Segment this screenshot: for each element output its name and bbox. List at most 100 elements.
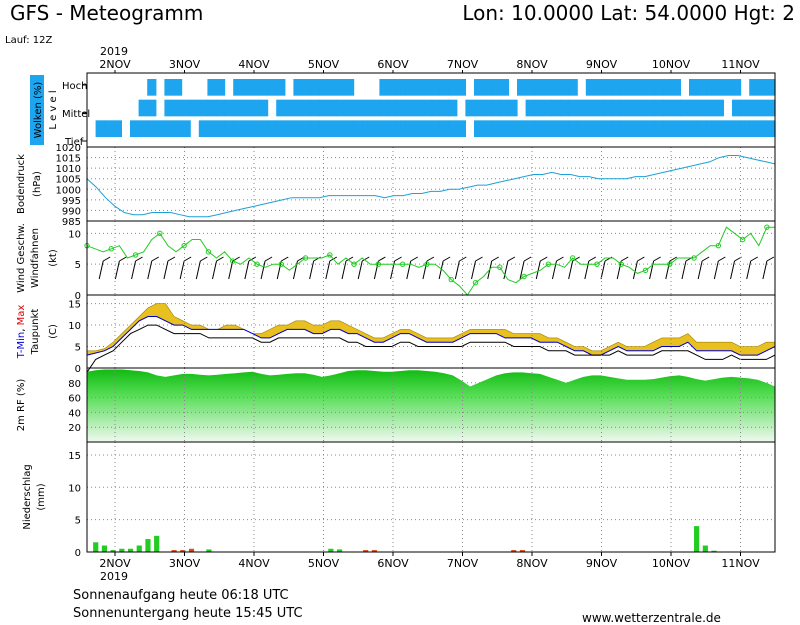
cloud-cell — [422, 120, 432, 137]
wind-speed-point — [132, 252, 139, 258]
temp-tick-label: 5 — [75, 343, 81, 354]
cloud-cell — [138, 99, 148, 117]
wind-barb — [200, 256, 208, 262]
cloud-cell — [628, 79, 638, 96]
cloud-cell — [697, 79, 707, 96]
cloud-cell — [353, 120, 363, 137]
cloud-cell — [302, 99, 312, 117]
cloud-cell — [577, 99, 587, 117]
cloud-cell — [241, 99, 251, 117]
cloud-cell — [250, 120, 260, 137]
cloud-cell — [542, 99, 552, 117]
cloud-cell — [198, 120, 208, 137]
cloud-cell — [138, 120, 148, 137]
cloud-level-axis-label: L e v e l — [48, 90, 59, 129]
wind-barb — [248, 256, 257, 262]
cloud-cell — [259, 99, 269, 117]
cloud-cell — [603, 120, 613, 137]
cloud-cell — [482, 120, 492, 137]
wind-barb — [341, 260, 347, 280]
cloud-cell — [482, 99, 492, 117]
cloud-cell — [164, 120, 174, 137]
cloud-cell — [104, 120, 114, 137]
wind-speed-point — [594, 261, 600, 267]
source-link[interactable]: www.wetterzentrale.de — [582, 611, 721, 625]
wind-barb — [701, 256, 710, 262]
wind-barb — [357, 260, 363, 280]
date-tick-bottom: 3NOV — [169, 557, 201, 570]
cloud-cell — [181, 120, 191, 137]
precip-bar — [119, 548, 125, 552]
wind-barb — [632, 260, 638, 280]
tmin-label: T-Min — [16, 332, 27, 360]
wind-barb — [556, 256, 564, 262]
cloud-cell — [714, 99, 724, 117]
cloud-cell — [654, 120, 664, 137]
wind-speed-point — [327, 252, 333, 258]
cloud-cell — [173, 79, 183, 96]
date-tick-top: 3NOV — [169, 58, 201, 71]
cloud-cell — [628, 120, 638, 137]
cloud-cell — [749, 99, 759, 117]
cloud-cell — [499, 99, 509, 117]
date-tick-top: 6NOV — [377, 58, 409, 71]
cloud-cell — [663, 99, 673, 117]
precip-bar — [371, 550, 377, 552]
cloud-cell — [379, 120, 389, 137]
tmax-label: Max — [16, 305, 27, 326]
wind-barb — [232, 256, 240, 262]
cloud-cell — [302, 120, 312, 137]
cloud-cell — [551, 120, 561, 137]
wind-speed-ylabel: Wind Geschw. — [16, 223, 27, 293]
wind-barb — [212, 260, 217, 280]
date-tick-top: 5NOV — [308, 58, 340, 71]
wind-barb — [131, 260, 137, 280]
cloud-cell — [706, 120, 716, 137]
wind-speed-point — [667, 261, 673, 267]
precip-tick-label: 10 — [68, 483, 81, 494]
cloud-cell — [534, 120, 544, 137]
precip-bar — [702, 545, 708, 552]
cloud-cell — [413, 120, 423, 137]
cloud-cell — [448, 99, 458, 117]
wind-speed-point — [691, 255, 697, 261]
cloud-cell — [336, 120, 346, 137]
cloud-cell — [499, 120, 509, 137]
wind-barb — [746, 260, 752, 280]
cloud-cell — [439, 120, 449, 137]
cloud-cell — [766, 79, 776, 96]
cloud-cell — [568, 99, 578, 117]
cloud-cell — [336, 99, 346, 117]
cloud-cell — [345, 79, 355, 96]
precip-bar — [328, 548, 334, 552]
cloud-cell — [508, 99, 518, 117]
cloud-cell — [259, 79, 269, 96]
wind-barb — [600, 260, 606, 280]
wind-barb — [491, 256, 499, 262]
wind-speed-point — [497, 264, 503, 270]
cloud-cell — [379, 99, 389, 117]
wind-barb — [378, 256, 386, 262]
cloud-cell — [585, 120, 595, 137]
rf-area — [87, 369, 775, 442]
wind-barb — [750, 256, 758, 262]
wind-speed-point — [618, 261, 624, 267]
cloud-cell — [267, 79, 277, 96]
cloud-cell — [388, 79, 398, 96]
wind-barb — [102, 256, 111, 262]
wind-speed-point — [715, 242, 722, 249]
cloud-cell — [585, 79, 595, 96]
cloud-cell — [525, 79, 535, 96]
precip-bar — [206, 549, 212, 552]
temp-tick-label: 0 — [75, 364, 81, 375]
cloud-cell — [259, 120, 269, 137]
wind-tick-label: 0 — [75, 291, 81, 302]
wind-barb — [244, 260, 250, 280]
cloud-cell — [628, 99, 638, 117]
rf-tick-label: 20 — [68, 423, 81, 434]
wind-tick-label: 10 — [68, 229, 81, 240]
cloud-cell — [637, 79, 647, 96]
precip-bar — [93, 542, 99, 552]
cloud-cell — [207, 120, 217, 137]
cloud-cell — [95, 120, 105, 137]
